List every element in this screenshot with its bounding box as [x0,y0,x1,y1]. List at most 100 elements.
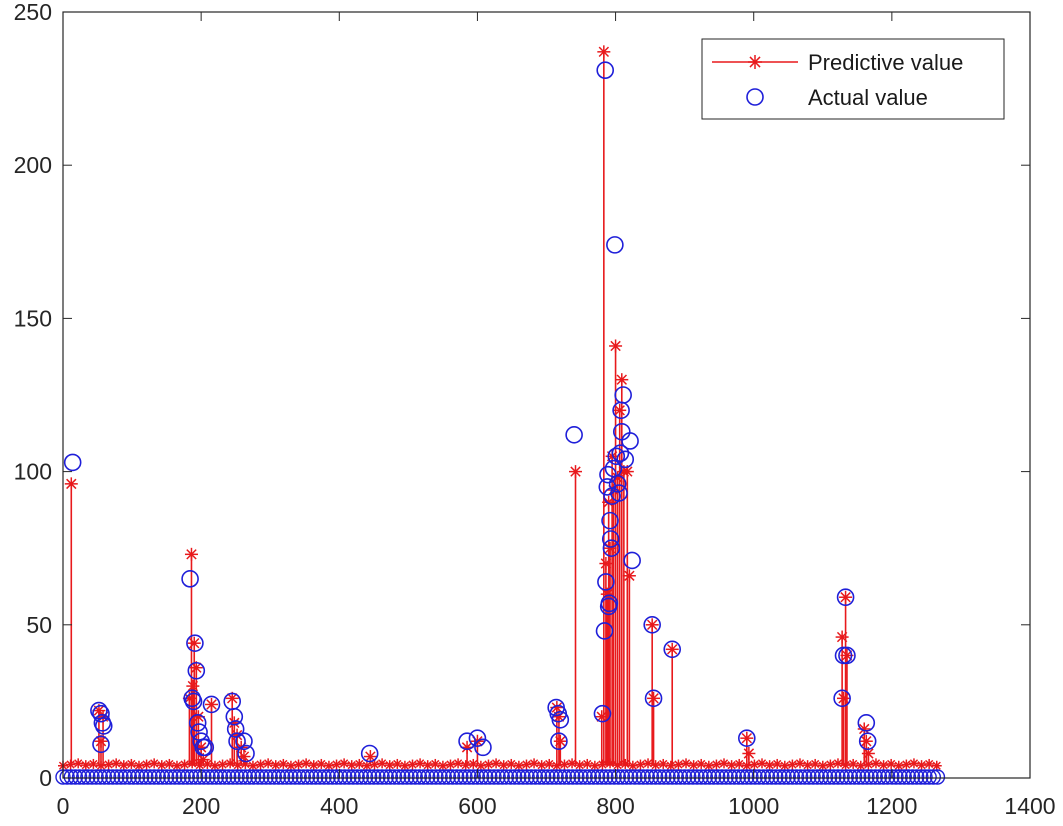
predictive-baseline-marker [734,758,745,769]
predictive-baseline-marker [597,759,608,770]
asterisk-stroke [757,759,767,768]
actual-baseline-marker [846,769,863,785]
actual-baseline-marker [80,769,96,785]
actual-baseline-marker [274,769,291,785]
predictive-baseline-marker [95,760,106,771]
asterisk-stroke [66,478,77,490]
actual-baseline-marker [656,769,672,785]
actual-baseline-marker [59,769,75,785]
predictive-baseline-marker [612,760,623,771]
actual-baseline-marker [556,769,573,785]
asterisk-stroke [750,760,759,769]
asterisk-stroke [218,760,227,769]
predictive-baseline-marker [316,758,327,769]
actual-baseline-marker [167,769,183,785]
actual-point [614,386,632,404]
actual-point [606,236,624,254]
predictive-baseline-marker [407,759,418,770]
predictive-point [609,339,623,353]
actual-baseline-marker [536,769,552,785]
asterisk-stroke [66,760,75,769]
predictive-baseline-marker [263,758,274,769]
actual-baseline-marker [705,769,722,785]
predictive-baseline-marker [673,759,684,770]
actual-baseline-marker [805,769,821,785]
actual-baseline-marker [697,769,714,785]
actual-baseline-marker [589,769,606,785]
actual-baseline-marker [842,769,859,785]
x-tick-label: 200 [182,793,220,819]
predictive-baseline-marker [171,760,182,771]
predictive-baseline-marker [893,760,904,771]
predictive-point [665,642,679,656]
actual-point [601,511,619,530]
actual-baseline-marker [763,769,780,785]
actual-point [833,689,851,708]
actual-baseline-marker [676,769,693,785]
predictive-point [859,734,873,748]
asterisk-stroke [590,761,599,770]
actual-baseline-marker [465,769,481,785]
actual-baseline-marker [382,769,399,785]
actual-baseline-marker [411,769,428,785]
actual-baseline-marker [498,769,515,785]
predictive-point [645,618,659,632]
predictive-baseline-marker [468,758,479,769]
predictive-baseline-marker [779,760,790,771]
asterisk-stroke [415,759,425,768]
predictive-baseline-marker [430,758,441,769]
actual-baseline-marker [129,769,146,785]
asterisk-stroke [902,760,911,769]
asterisk-stroke [365,751,376,762]
asterisk-stroke [186,549,197,560]
predictive-baseline-marker [80,760,91,771]
asterisk-stroke [431,759,440,769]
predictive-point [613,403,627,417]
y-tick-label: 200 [14,152,52,178]
legend-actual-marker [746,88,764,106]
y-tick-label: 100 [14,459,52,485]
predictive-point [603,541,617,555]
predictive-baseline-marker [529,758,540,769]
asterisk-stroke [408,760,417,769]
predictive-baseline-marker [924,758,935,769]
actual-baseline-marker [871,769,888,785]
asterisk-stroke [112,759,121,768]
asterisk-stroke [286,761,296,770]
actual-point [360,744,379,763]
actual-baseline-marker [366,769,382,785]
actual-point [602,539,621,558]
predictive-baseline-marker [825,759,836,770]
asterisk-stroke [697,759,706,769]
actual-baseline-marker [507,769,523,785]
asterisk-stroke [741,732,753,744]
actual-baseline-marker [523,769,540,785]
actual-baseline-marker [490,769,506,785]
predictive-baseline-marker [278,758,289,769]
asterisk-stroke [681,759,691,768]
asterisk-stroke [826,760,835,769]
actual-baseline-marker [444,769,461,785]
actual-baseline-marker [237,769,254,785]
asterisk-stroke [932,761,941,770]
actual-point [63,453,82,472]
actual-point [94,717,113,735]
actual-baseline-marker [134,769,150,785]
predictive-baseline-marker [582,758,593,769]
actual-baseline-marker [361,769,378,785]
asterisk-stroke [507,759,516,769]
actual-baseline-marker [482,769,498,785]
asterisk-stroke [674,760,683,769]
asterisk-stroke [583,759,592,769]
predictive-point [615,373,629,387]
predictive-baseline-marker [605,758,616,769]
asterisk-stroke [476,761,486,770]
predictive-baseline-marker [536,760,547,771]
predictive-point [569,465,583,479]
asterisk-stroke [537,761,546,770]
actual-baseline-marker [797,769,813,785]
predictive-baseline-marker [453,758,464,769]
actual-baseline-marker [668,769,685,785]
actual-baseline-marker [544,769,560,785]
actual-baseline-marker [121,769,138,785]
